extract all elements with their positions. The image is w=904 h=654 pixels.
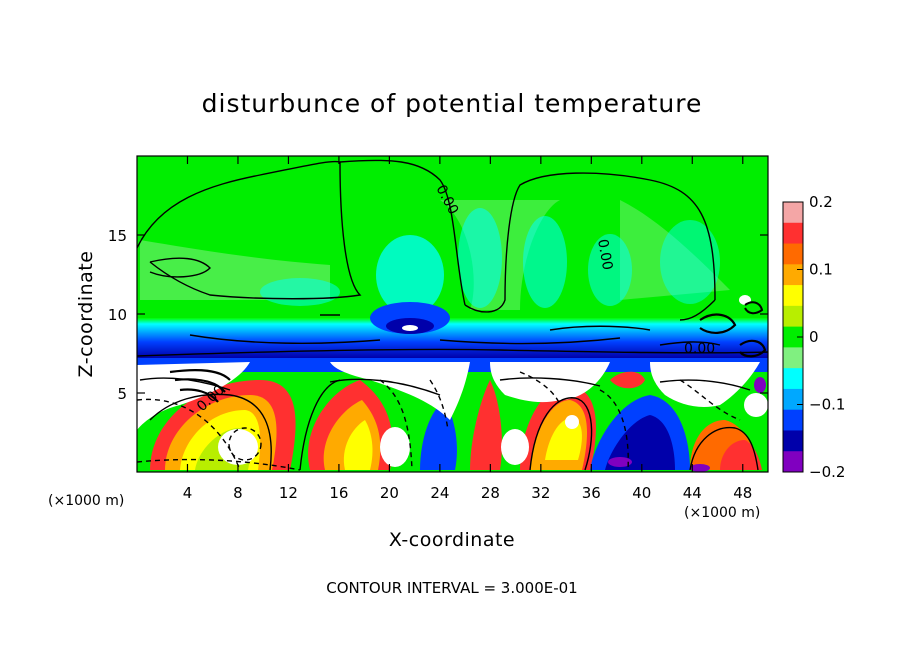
heatmap-field [137,156,768,472]
colorbar-segment [783,451,803,473]
colorbar-segment [783,430,803,452]
colorbar-segment [783,243,803,265]
z-unit-label: (×1000 m) [48,493,124,509]
x-tick-label: 8 [233,484,243,502]
colorbar-segment [783,409,803,431]
x-tick-label: 28 [481,484,500,502]
contour-lines [137,159,768,471]
colorbar-segment [783,347,803,369]
x-tick-label: 4 [183,484,193,502]
x-unit-label: (×1000 m) [684,505,760,521]
y-tick-label: 10 [108,306,127,324]
x-tick-label: 24 [430,484,449,502]
x-tick-label: 20 [380,484,399,502]
colorbar-segment [783,285,803,307]
colorbar-segment [783,305,803,328]
colorbar-tick-label: 0.1 [809,261,833,279]
x-tick-label: 32 [531,484,550,502]
y-axis-ticks: 5 10 15 [108,227,768,403]
x-tick-label: 48 [733,484,752,502]
chart-title: disturbunce of potential temperature [202,89,703,118]
x-axis-ticks: 4 8 12 16 20 24 28 32 36 40 44 48 [183,156,752,502]
x-tick-label: 44 [683,484,702,502]
colorbar-segment [783,264,803,286]
colorbar-segment [783,202,803,224]
contour-interval: CONTOUR INTERVAL = 3.000E-01 [326,579,577,597]
x-tick-label: 16 [329,484,348,502]
x-tick-label: 36 [582,484,601,502]
contour-labels: 0.00 0.00 0.00 0.00 [194,182,715,415]
x-tick-label: 40 [632,484,651,502]
y-axis-label: Z-coordinate [75,251,97,378]
y-tick-label: 5 [117,385,127,403]
colorbar-segment [783,368,803,390]
colorbar-tick-label: 0 [809,328,819,346]
colorbar-segment [783,326,803,348]
colorbar-tick-label: −0.1 [809,396,845,414]
colorbar-tick-label: 0.2 [809,193,833,211]
contour-label: 0.00 [684,341,715,357]
colorbar [782,201,804,473]
colorbar-segment [783,222,803,245]
contour-label: 0.00 [594,238,615,271]
colorbar-segment [783,388,803,411]
x-axis-label: X-coordinate [389,529,515,551]
colorbar-tick-label: −0.2 [809,463,845,481]
colorbar-ticks: 0.2 0.1 0 −0.1 −0.2 [797,193,845,481]
y-tick-label: 15 [108,227,127,245]
x-tick-label: 12 [279,484,298,502]
